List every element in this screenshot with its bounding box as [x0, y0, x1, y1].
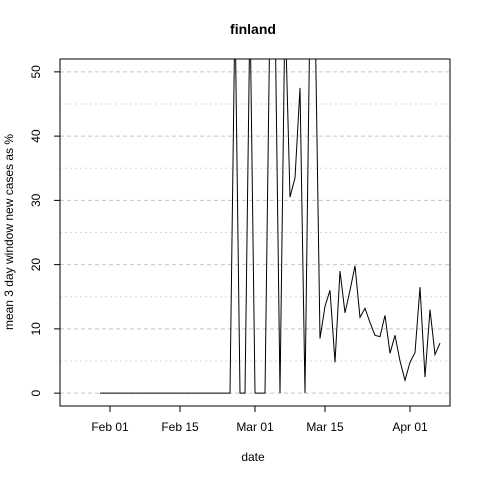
y-tick-label: 50 — [29, 65, 43, 79]
x-tick-label: Feb 15 — [161, 420, 199, 434]
series-line — [100, 59, 441, 394]
chart-title: finland — [230, 21, 276, 37]
x-tick-label: Feb 01 — [91, 420, 129, 434]
x-tick-label: Apr 01 — [392, 420, 428, 434]
y-tick-label: 30 — [29, 193, 43, 207]
x-axis-label: date — [241, 450, 265, 464]
y-tick-label: 40 — [29, 129, 43, 143]
y-tick-label: 0 — [29, 389, 43, 396]
x-axis: Feb 01 Feb 15 Mar 01 Mar 15 Apr 01 — [91, 406, 428, 434]
x-tick-label: Mar 15 — [306, 420, 344, 434]
series-layer — [100, 59, 441, 394]
y-axis-label: mean 3 day window new cases as % — [2, 134, 16, 330]
grid-lines — [60, 71, 450, 394]
y-axis: 0 10 20 30 40 50 — [29, 65, 60, 396]
y-tick-label: 10 — [29, 322, 43, 336]
x-tick-label: Mar 01 — [236, 420, 274, 434]
y-tick-label: 20 — [29, 258, 43, 272]
